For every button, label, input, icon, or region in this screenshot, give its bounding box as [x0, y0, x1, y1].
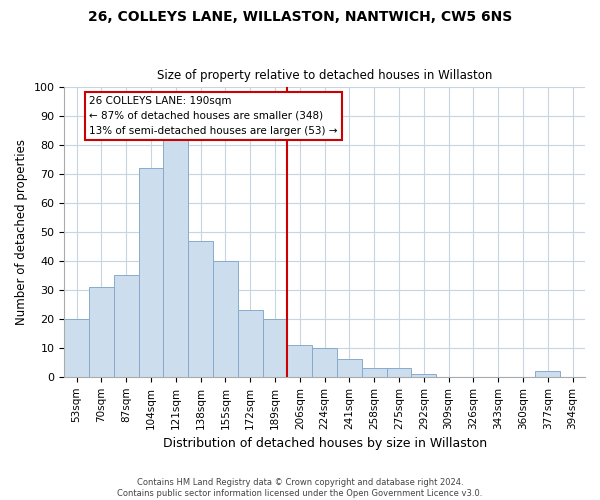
Bar — [362, 368, 386, 377]
Title: Size of property relative to detached houses in Willaston: Size of property relative to detached ho… — [157, 69, 493, 82]
X-axis label: Distribution of detached houses by size in Willaston: Distribution of detached houses by size … — [163, 437, 487, 450]
Bar — [114, 276, 139, 377]
Bar — [263, 319, 287, 377]
Bar — [238, 310, 263, 377]
Bar — [163, 140, 188, 377]
Bar — [139, 168, 163, 377]
Text: Contains HM Land Registry data © Crown copyright and database right 2024.
Contai: Contains HM Land Registry data © Crown c… — [118, 478, 482, 498]
Y-axis label: Number of detached properties: Number of detached properties — [15, 139, 28, 325]
Bar — [386, 368, 412, 377]
Text: 26 COLLEYS LANE: 190sqm
← 87% of detached houses are smaller (348)
13% of semi-d: 26 COLLEYS LANE: 190sqm ← 87% of detache… — [89, 96, 338, 136]
Bar — [337, 360, 362, 377]
Bar — [188, 241, 213, 377]
Bar — [312, 348, 337, 377]
Bar — [412, 374, 436, 377]
Bar — [64, 319, 89, 377]
Bar — [535, 371, 560, 377]
Bar — [213, 261, 238, 377]
Bar — [287, 345, 312, 377]
Text: 26, COLLEYS LANE, WILLASTON, NANTWICH, CW5 6NS: 26, COLLEYS LANE, WILLASTON, NANTWICH, C… — [88, 10, 512, 24]
Bar — [89, 287, 114, 377]
